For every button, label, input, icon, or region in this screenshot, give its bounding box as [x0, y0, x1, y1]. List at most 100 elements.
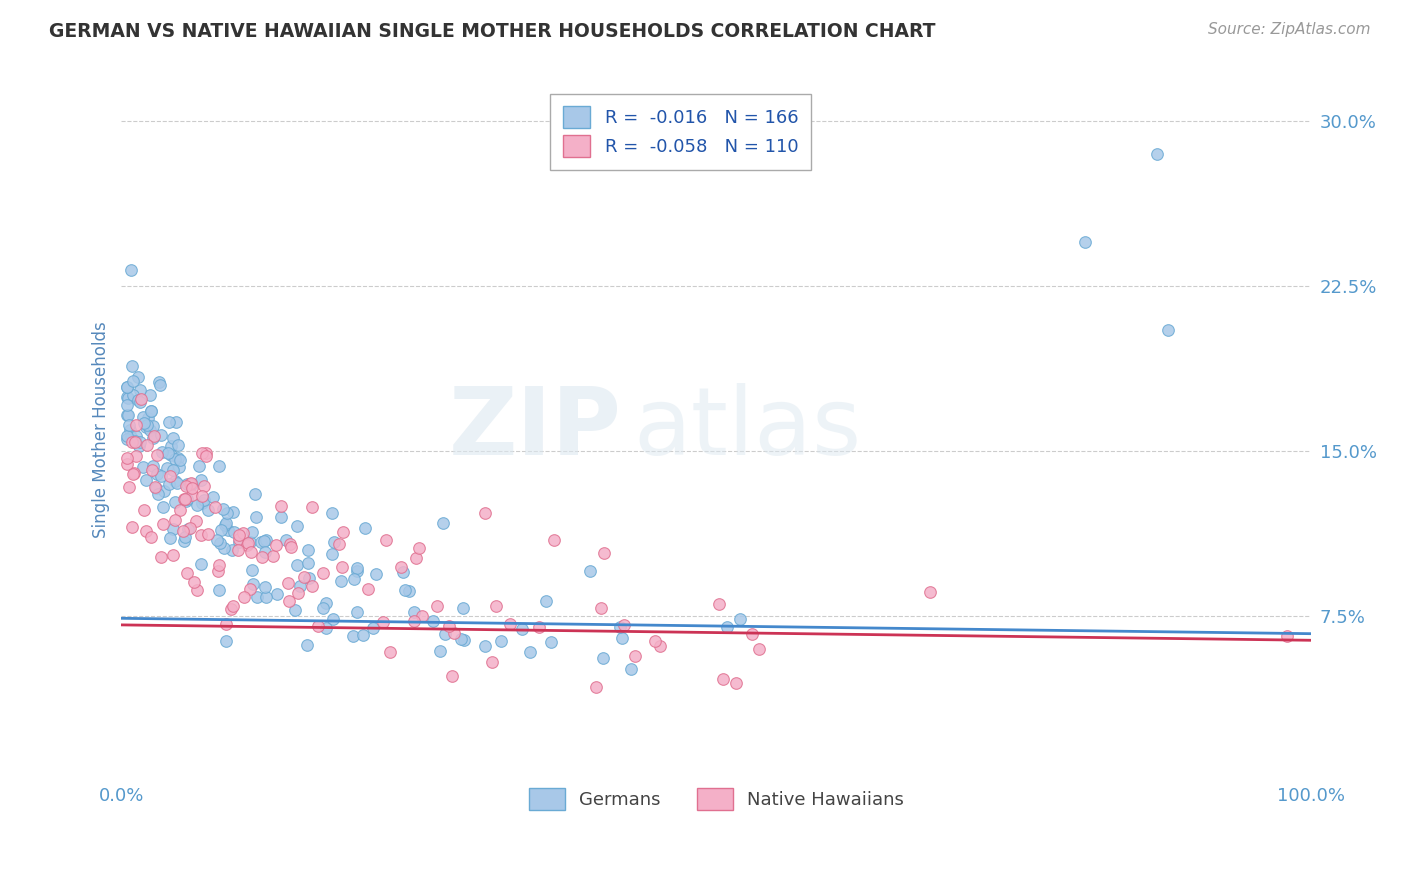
Point — [214, 518, 236, 533]
Point — [716, 620, 738, 634]
Point — [432, 516, 454, 530]
Point — [404, 614, 426, 628]
Point — [242, 577, 264, 591]
Point — [157, 446, 180, 460]
Point — [186, 583, 208, 598]
Point — [117, 429, 139, 443]
Point — [124, 449, 146, 463]
Point — [245, 590, 267, 604]
Point — [366, 567, 388, 582]
Point — [284, 602, 307, 616]
Point — [239, 545, 262, 559]
Point — [228, 534, 250, 549]
Point — [201, 491, 224, 505]
Point — [117, 390, 139, 404]
Point — [236, 538, 259, 552]
Point — [117, 432, 139, 446]
Point — [250, 534, 273, 549]
Point — [321, 547, 343, 561]
Point — [163, 513, 186, 527]
Point — [177, 522, 200, 536]
Point — [592, 651, 614, 665]
Point — [510, 623, 533, 637]
Point — [124, 434, 146, 449]
Point — [450, 632, 472, 646]
Point — [443, 626, 465, 640]
Point — [346, 564, 368, 578]
Point — [166, 476, 188, 491]
Point — [644, 633, 666, 648]
Point — [315, 596, 337, 610]
Point — [585, 680, 607, 694]
Point — [288, 579, 311, 593]
Point — [117, 450, 139, 465]
Point — [208, 582, 231, 597]
Point — [433, 627, 456, 641]
Point — [292, 570, 315, 584]
Legend: Germans, Native Hawaiians: Germans, Native Hawaiians — [515, 774, 918, 825]
Point — [208, 458, 231, 473]
Point — [166, 437, 188, 451]
Point — [117, 380, 139, 394]
Point — [540, 634, 562, 648]
Point — [725, 676, 748, 690]
Point — [224, 524, 246, 539]
Point — [219, 602, 242, 616]
Point — [181, 488, 204, 502]
Point — [176, 566, 198, 580]
Point — [222, 505, 245, 519]
Point — [117, 398, 139, 412]
Point — [132, 460, 155, 475]
Point — [163, 452, 186, 467]
Point — [142, 431, 165, 445]
Point — [352, 628, 374, 642]
Point — [342, 629, 364, 643]
Point — [613, 617, 636, 632]
Point — [228, 528, 250, 542]
Point — [117, 457, 139, 471]
Point — [236, 536, 259, 550]
Point — [453, 632, 475, 647]
Point — [315, 621, 337, 635]
Point — [159, 531, 181, 545]
Point — [298, 571, 321, 585]
Point — [451, 601, 474, 615]
Point — [711, 672, 734, 686]
Point — [197, 503, 219, 517]
Point — [125, 418, 148, 433]
Point — [190, 557, 212, 571]
Point — [648, 639, 671, 653]
Point — [132, 416, 155, 430]
Point — [176, 477, 198, 491]
Point — [122, 467, 145, 481]
Point — [297, 556, 319, 570]
Point — [181, 481, 204, 495]
Point — [204, 500, 226, 514]
Point — [287, 586, 309, 600]
Point — [127, 393, 149, 408]
Point — [117, 408, 139, 422]
Point — [1157, 323, 1180, 337]
Point — [117, 380, 139, 394]
Point — [193, 479, 215, 493]
Point — [139, 388, 162, 402]
Point — [375, 533, 398, 548]
Point — [197, 527, 219, 541]
Point — [918, 584, 941, 599]
Point — [484, 599, 506, 613]
Point — [489, 633, 512, 648]
Point — [323, 535, 346, 549]
Point — [190, 527, 212, 541]
Point — [156, 461, 179, 475]
Point — [422, 614, 444, 628]
Point — [278, 537, 301, 551]
Point — [148, 375, 170, 389]
Point — [121, 359, 143, 374]
Y-axis label: Single Mother Households: Single Mother Households — [93, 321, 110, 538]
Point — [208, 558, 231, 573]
Point — [394, 582, 416, 597]
Point — [118, 418, 141, 433]
Point — [173, 492, 195, 507]
Point — [215, 506, 238, 520]
Point — [132, 503, 155, 517]
